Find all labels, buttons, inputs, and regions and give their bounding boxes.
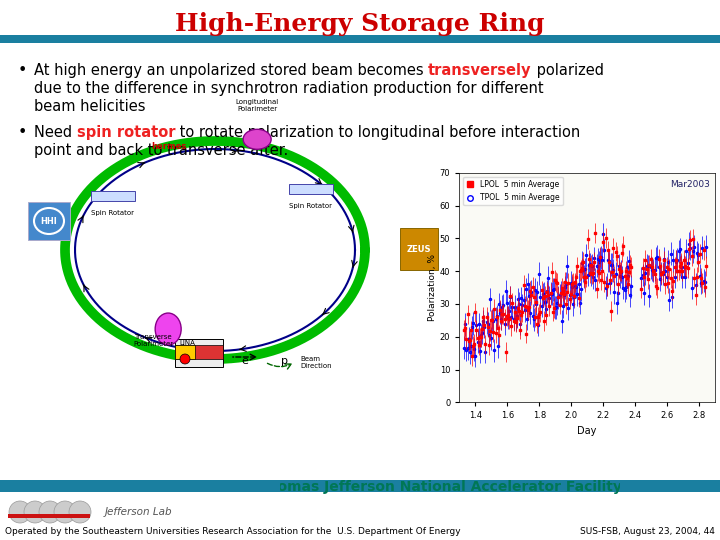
Text: HHI: HHI [40, 217, 58, 226]
Text: At high energy an unpolarized stored beam becomes: At high energy an unpolarized stored bea… [34, 63, 428, 78]
Circle shape [54, 501, 76, 523]
Text: Thomas Jefferson National Accelerator Facility: Thomas Jefferson National Accelerator Fa… [258, 480, 622, 494]
Circle shape [69, 501, 91, 523]
Text: Jefferson Lab: Jefferson Lab [105, 507, 173, 517]
Text: beam helicities: beam helicities [34, 99, 145, 114]
Text: Beam
Direction: Beam Direction [300, 356, 332, 369]
Circle shape [39, 501, 61, 523]
Text: Spin Rotator: Spin Rotator [289, 203, 332, 209]
Bar [0, 35, 720, 43]
Bar [400, 228, 438, 270]
Text: transversely: transversely [428, 63, 532, 78]
Text: to rotate polarization to longitudinal before interaction: to rotate polarization to longitudinal b… [175, 125, 580, 140]
Text: spin rotator: spin rotator [77, 125, 175, 140]
Text: SUS-FSB, August 23, 2004, 44: SUS-FSB, August 23, 2004, 44 [580, 528, 715, 537]
Bar [175, 345, 223, 359]
Text: •: • [18, 63, 27, 78]
Bar [0, 492, 205, 540]
Legend: LPOL  5 min Average, TPOL  5 min Average: LPOL 5 min Average, TPOL 5 min Average [463, 177, 562, 205]
Text: due to the difference in synchrotron radiation production for different: due to the difference in synchrotron rad… [34, 81, 544, 96]
Circle shape [180, 354, 190, 364]
Y-axis label: Polarization, %: Polarization, % [428, 254, 437, 321]
Text: point and back to transverse after.: point and back to transverse after. [34, 143, 288, 158]
Bar [175, 345, 195, 359]
Text: e: e [242, 356, 248, 366]
Bar [200, 480, 280, 492]
Text: Operated by the Southeastern Universities Research Association for the  U.S. Dep: Operated by the Southeastern Universitie… [5, 528, 461, 537]
Bar [0, 480, 720, 492]
Text: •: • [18, 125, 27, 140]
Bar [91, 191, 135, 200]
Bar [289, 184, 333, 194]
Ellipse shape [243, 129, 271, 149]
Circle shape [24, 501, 46, 523]
Bar [175, 339, 223, 367]
Bar [620, 480, 720, 492]
Text: ZEUS: ZEUS [407, 245, 431, 253]
Circle shape [9, 501, 31, 523]
Text: hermes: hermes [151, 143, 186, 151]
Text: Need: Need [34, 125, 77, 140]
Text: polarized: polarized [532, 63, 604, 78]
Ellipse shape [156, 313, 181, 345]
Text: Transverse
Polarimeter: Transverse Polarimeter [133, 334, 174, 347]
Bar [8, 514, 90, 518]
X-axis label: Day: Day [577, 426, 597, 436]
Text: Spin Rotator: Spin Rotator [91, 210, 134, 215]
Text: p: p [282, 356, 289, 366]
Bar [28, 202, 70, 240]
Text: High-Energy Storage Ring: High-Energy Storage Ring [175, 12, 545, 36]
Text: Mar2003: Mar2003 [670, 180, 710, 188]
Text: Longitudinal
Polarimeter: Longitudinal Polarimeter [235, 99, 279, 112]
Text: LINA: LINA [179, 340, 195, 346]
